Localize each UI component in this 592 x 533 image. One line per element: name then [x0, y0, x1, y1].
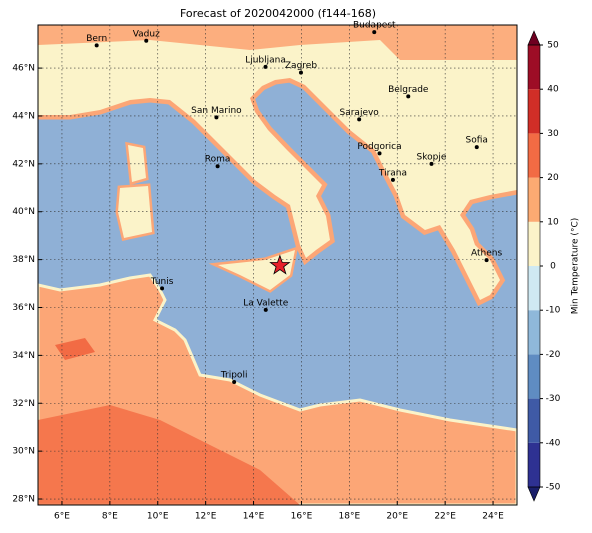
- y-tick-label: 34°N: [12, 351, 35, 361]
- y-tick-label: 32°N: [12, 399, 35, 409]
- map-frame: [37, 24, 518, 506]
- colorbar-tick-label: 30: [547, 129, 559, 139]
- colorbar-tick-label: -40: [546, 438, 561, 448]
- city-label: La Valette: [243, 298, 288, 308]
- city-label: Ljubljana: [245, 55, 286, 65]
- city-label: Podgorica: [357, 142, 401, 152]
- city-label: Vaduz: [133, 29, 160, 39]
- x-tick-label: 22°E: [434, 512, 456, 522]
- colorbar-tick-label: -30: [546, 394, 561, 404]
- colorbar-label: Min Temperature (°C): [571, 218, 581, 315]
- colorbar-tick-label: 20: [547, 173, 559, 183]
- colorbar-segment: [528, 221, 540, 266]
- city-point: [390, 177, 395, 182]
- colorbar-segment: [528, 354, 540, 399]
- city-point: [160, 286, 165, 291]
- colorbar-tick-label: 10: [547, 217, 559, 227]
- y-tick-label: 28°N: [12, 495, 35, 505]
- grid: [38, 25, 517, 505]
- chart-title: Forecast of 2020042000 (f144-168): [180, 7, 376, 20]
- x-tick-label: 6°E: [54, 512, 70, 522]
- warm-zone: [38, 405, 300, 505]
- colorbar-segment: [528, 266, 540, 311]
- city-point: [484, 258, 489, 263]
- x-tick-label: 18°E: [339, 512, 361, 522]
- city-point: [263, 64, 268, 69]
- city-point: [263, 307, 268, 312]
- colorbar-segment: [528, 398, 540, 443]
- city-label: Roma: [205, 155, 231, 165]
- y-tick-label: 42°N: [12, 159, 35, 169]
- x-tick-label: 8°E: [102, 512, 118, 522]
- x-tick-label: 10°E: [147, 512, 169, 522]
- colorbar-segment: [528, 133, 540, 178]
- colorbar-extend-high: [527, 30, 541, 46]
- city-point: [144, 38, 149, 43]
- city-label: Belgrade: [388, 85, 429, 95]
- x-tick-label: 12°E: [195, 512, 217, 522]
- city-point: [377, 151, 382, 156]
- city-point: [357, 117, 362, 122]
- city-label: Zagreb: [285, 61, 317, 71]
- city-label: Tripoli: [220, 370, 248, 380]
- x-tick-label: 24°E: [482, 512, 504, 522]
- colorbar-segment: [528, 89, 540, 134]
- y-tick-label: 40°N: [12, 207, 35, 217]
- colorbar-segment: [528, 310, 540, 355]
- city-point: [215, 164, 220, 169]
- city-point: [94, 43, 99, 48]
- colorbar-segment: [528, 45, 540, 90]
- city-label: Bern: [86, 34, 107, 44]
- colorbar-tick-label: -20: [546, 350, 561, 360]
- city-label: Budapest: [353, 21, 396, 31]
- city-label: Tunis: [150, 277, 174, 287]
- y-tick-label: 38°N: [12, 255, 35, 265]
- city-label: Athens: [471, 249, 502, 259]
- x-tick-label: 16°E: [291, 512, 313, 522]
- city-point: [232, 379, 237, 384]
- city-label: Sofia: [466, 136, 488, 146]
- y-tick-label: 46°N: [12, 64, 35, 74]
- colorbar-tick-label: -10: [546, 306, 561, 316]
- city-label: Sarajevo: [340, 108, 380, 118]
- city-label: Tirana: [378, 168, 407, 178]
- warm-zone: [55, 338, 95, 360]
- colorbar-segment: [528, 177, 540, 222]
- colorbar-tick-label: 0: [550, 262, 556, 272]
- city-point: [474, 145, 479, 150]
- x-tick-label: 20°E: [386, 512, 408, 522]
- city-label: Skopje: [417, 152, 447, 162]
- city-point: [406, 94, 411, 99]
- city-point: [214, 115, 219, 120]
- y-tick-label: 36°N: [12, 303, 35, 313]
- city-point: [372, 30, 377, 35]
- city-label: San Marino: [191, 106, 242, 116]
- corsica: [125, 141, 149, 186]
- colorbar-tick-label: 40: [547, 85, 559, 95]
- x-tick-label: 14°E: [243, 512, 265, 522]
- colorbar-extend-low: [527, 486, 541, 502]
- city-point: [298, 70, 303, 75]
- colorbar-tick-label: 50: [547, 41, 559, 51]
- sicily: [208, 246, 299, 293]
- star-marker: [269, 254, 291, 275]
- colorbar-segment: [528, 442, 540, 487]
- y-tick-label: 30°N: [12, 447, 35, 457]
- colorbar: -50 -40 -30 -20 -10 0 10 20 30 40 50: [527, 30, 561, 502]
- city-point: [429, 161, 434, 166]
- colorbar-tick-label: -50: [546, 483, 561, 493]
- y-tick-label: 44°N: [12, 111, 35, 121]
